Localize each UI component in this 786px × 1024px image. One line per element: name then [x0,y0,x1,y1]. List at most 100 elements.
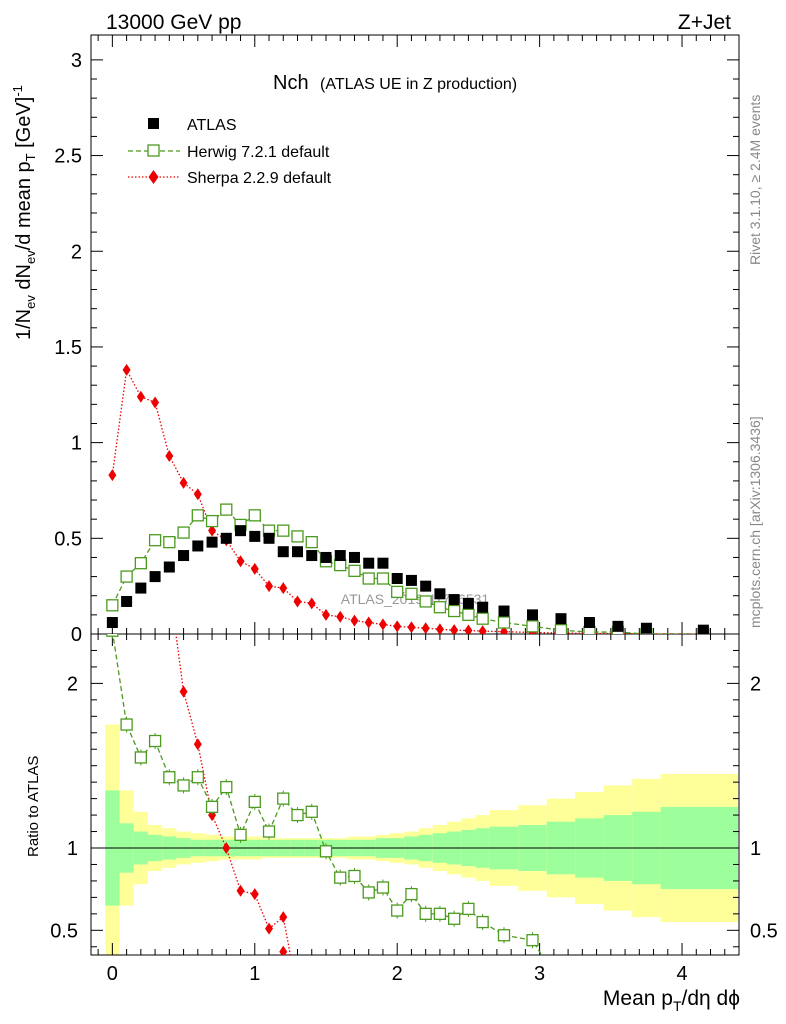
herwig-ratio-point [319,845,333,858]
atlas-main-point [377,557,389,569]
atlas-main-point [640,622,652,634]
x-tick-label: 1 [249,963,260,985]
herwig-main-point [334,558,347,572]
atlas-main-point [277,546,289,558]
herwig-main-line [111,508,704,634]
sherpa-main-point [265,580,274,593]
herwig-main-point [391,585,404,599]
process-label: Z+Jet [678,11,731,34]
herwig-main-point [163,535,176,549]
herwig-ratio-line [112,634,543,955]
atlas-main-point [192,540,204,552]
sherpa-main-point [378,618,387,631]
herwig-main-point [148,534,162,547]
legend-atlas-label: ATLAS [187,117,237,134]
sherpa-main-point [350,614,359,627]
x-tick-label: 0 [107,963,118,985]
main-y-axis-title: 1/Nev dNev/d mean pT [GeV]-1 [10,85,38,340]
x-tick-label: 3 [534,963,545,985]
atlas-main-point [206,536,218,548]
sherpa-main-point [336,610,345,623]
ratio-y-tick-label-right: 2 [750,673,761,695]
ratio-y-tick-label-right: 1 [750,838,761,860]
sherpa-main-point [165,450,174,463]
sherpa-main-point [208,524,217,537]
herwig-ratio-point [497,929,511,942]
herwig-ratio-point [163,771,176,784]
atlas-main-point [434,588,446,600]
sherpa-main-point [435,623,444,634]
herwig-main-point [291,530,304,543]
sherpa-ratio-point [193,738,202,751]
legend-sherpa-marker [148,170,159,184]
herwig-ratio-point [205,800,219,813]
herwig-main-point [448,604,461,618]
ratio-y-axis-title: Ratio to ATLAS [25,756,42,857]
herwig-main-point [476,612,489,625]
herwig-ratio-point [376,881,390,894]
legend-sherpa-label: Sherpa 2.2.9 default [187,170,332,187]
sherpa-main-point [108,469,117,482]
herwig-main-point [220,503,233,516]
sherpa-main-point [464,624,473,634]
main-y-tick-label: 2.5 [54,146,82,168]
atlas-main-point [235,525,247,537]
main-y-tick-label: 0.5 [54,528,82,550]
atlas-main-point [391,573,403,585]
rivet-version-label: Rivet 3.1.10, ≥ 2.4M events [747,95,763,265]
main-series-group [106,363,710,634]
atlas-main-point [178,550,190,562]
herwig-ratio-point [291,808,304,822]
ratio-y-tick-label-left: 0.5 [50,920,78,942]
main-y-tick-label: 0 [71,624,82,646]
herwig-main-point [134,557,147,570]
ratio-y-tick-label-right: 0.5 [750,920,778,942]
axis-ticks [91,35,740,955]
atlas-main-point [583,617,595,629]
sherpa-ratio-point [279,945,288,955]
sherpa-ratio-point [265,922,274,935]
herwig-ratio-point [120,718,133,731]
herwig-ratio-point [391,904,404,917]
atlas-main-point [448,594,460,606]
atlas-main-point [462,597,474,609]
legend: ATLAS Herwig 7.2.1 default Sherpa 2.2.9 … [128,117,332,187]
herwig-main-point [405,587,418,600]
atlas-main-point [363,557,375,569]
plot-title-sub: (ATLAS UE in Z production) [320,76,517,93]
herwig-main-point [248,509,261,522]
atlas-main-point [263,532,275,544]
atlas-main-point [498,605,510,617]
herwig-main-point [554,624,568,634]
sherpa-main-point [193,488,202,501]
sherpa-ratio-point [222,842,231,854]
sherpa-main-point [321,608,330,621]
sherpa-main-point [250,562,259,575]
herwig-main-point [497,616,511,629]
herwig-ratio-point [148,734,162,748]
mcplots-reference-label: mcplots.cern.ch [arXiv:1306.3436] [747,416,763,628]
atlas-main-point [420,580,432,592]
herwig-ratio-point [305,805,318,818]
x-axis-title: Mean pT/dη dϕ [603,987,740,1014]
sherpa-main-point [136,390,145,403]
herwig-main-point [205,514,219,528]
atlas-main-point [334,550,346,562]
herwig-main-point [419,595,432,608]
herwig-main-point [362,572,375,585]
main-y-tick-label: 1 [71,433,82,455]
herwig-main-point [191,509,204,522]
herwig-main-point [526,620,539,633]
x-tick-label: 2 [392,963,403,985]
atlas-main-point [149,571,161,583]
sherpa-ratio-point [250,888,259,901]
sherpa-main-point [279,582,288,595]
ratio-y-tick-label-left: 1 [67,838,78,860]
sherpa-ratio-point [236,884,245,897]
herwig-main-point [348,564,361,577]
ratio-y-tick-label-left: 2 [67,673,78,695]
legend-herwig-label: Herwig 7.2.1 default [187,144,330,161]
plot-title-main: Nch [273,72,309,94]
herwig-main-point [462,608,475,622]
